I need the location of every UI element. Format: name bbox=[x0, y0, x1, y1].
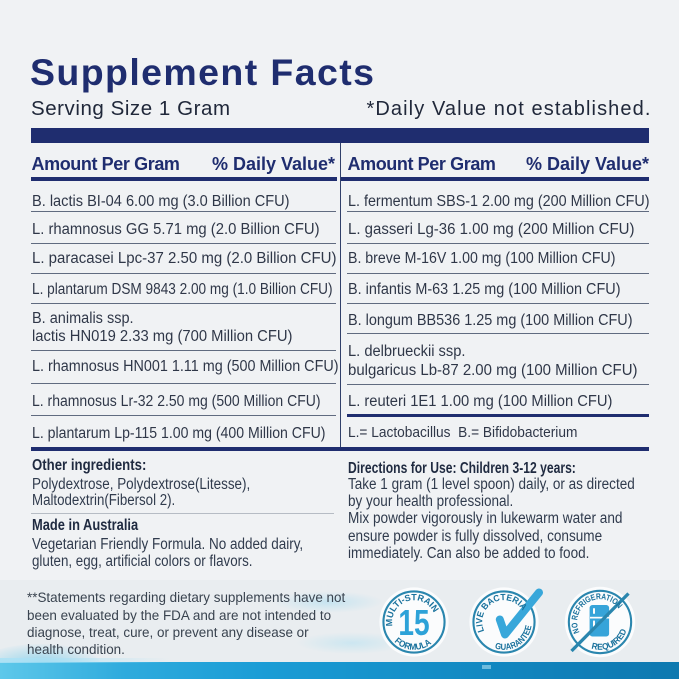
svg-text:15: 15 bbox=[398, 603, 429, 643]
